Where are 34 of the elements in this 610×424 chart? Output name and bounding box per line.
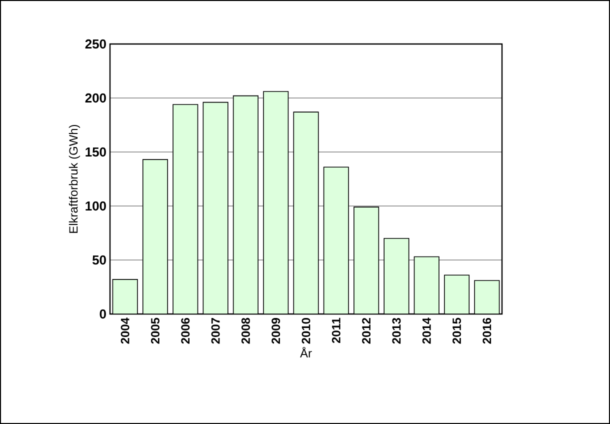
y-tick-label: 200 — [85, 93, 106, 103]
bar — [203, 102, 228, 314]
bar — [474, 280, 500, 314]
y-axis-title: Elkraftforbruk (GWh) — [68, 124, 80, 233]
x-axis-title: År — [300, 346, 312, 358]
bar — [294, 112, 318, 314]
x-tick-label: 2008 — [241, 318, 250, 344]
x-tick-label: 2015 — [452, 318, 462, 344]
x-tick-label: 2012 — [362, 318, 371, 344]
y-tick-label: 50 — [92, 255, 106, 265]
x-tick-label: 2014 — [422, 318, 431, 344]
x-tick-label: 2009 — [272, 318, 280, 344]
y-tick-label: 0 — [100, 309, 106, 319]
x-tick-label: 2011 — [332, 318, 340, 344]
bar — [444, 275, 470, 314]
x-tick-label: 2005 — [151, 318, 160, 344]
bar — [142, 160, 168, 314]
x-tick-label: 2010 — [302, 318, 310, 344]
bar — [112, 279, 138, 314]
x-tick-label: 2016 — [482, 318, 492, 344]
bar — [414, 256, 439, 314]
bar — [354, 207, 379, 314]
bar — [173, 104, 198, 314]
y-tick-label: 250 — [85, 39, 106, 49]
bar — [384, 238, 409, 314]
x-tick-label: 2006 — [181, 318, 190, 344]
x-tick-label: 2007 — [211, 318, 220, 344]
x-tick-label: 2004 — [120, 318, 130, 344]
x-tick-label: 2013 — [392, 318, 401, 344]
bar — [324, 167, 349, 314]
y-tick-label: 100 — [86, 201, 106, 211]
bar — [263, 92, 288, 314]
bar — [233, 96, 258, 314]
y-tick-label: 150 — [86, 147, 106, 157]
